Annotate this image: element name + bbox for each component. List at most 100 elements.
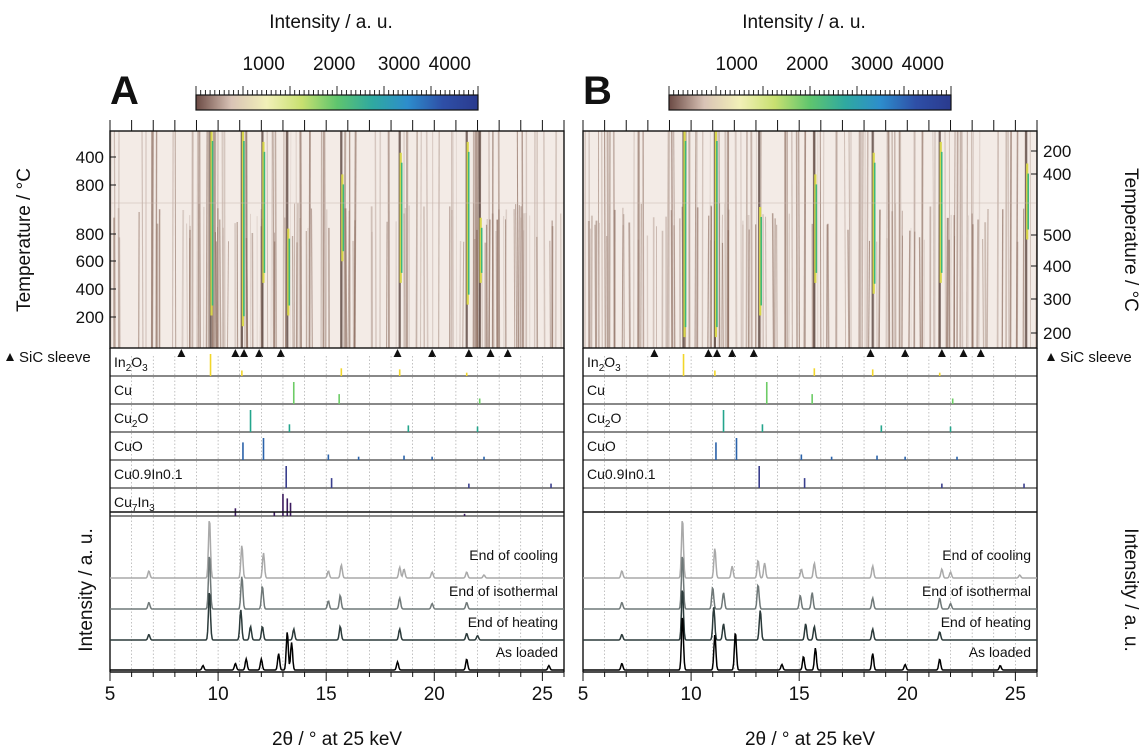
y-tick-label: 400 [76, 280, 104, 299]
heatmap-streak [321, 130, 324, 349]
phase-label: Cu0.9In0.1 [114, 466, 183, 482]
heatmap-streak [589, 228, 592, 349]
heatmap-streak [266, 130, 269, 349]
y-tick-label: 400 [1043, 257, 1071, 276]
heatmap-streak [425, 130, 429, 349]
sic-marker [393, 349, 402, 357]
phase-label: CuO [114, 438, 143, 454]
colorbar-tick-label: 3000 [378, 54, 420, 75]
pattern-y-axis-label: Intensity / a. u. [76, 528, 97, 652]
pattern-line [110, 632, 564, 671]
heatmap-streak [518, 205, 520, 349]
heatmap-streak [403, 213, 406, 349]
heatmap-streak [497, 130, 501, 349]
heatmap-streak [543, 130, 546, 349]
sic-marker [937, 349, 946, 357]
heatmap-streak [291, 236, 294, 349]
heatmap-streak [891, 130, 894, 349]
heatmap-streak [622, 214, 625, 349]
pattern-label: End of cooling [469, 547, 558, 563]
heatmap-streak [325, 209, 328, 349]
heatmap-streak [521, 130, 524, 349]
x-tick-label: 20 [897, 684, 918, 705]
colorbar [195, 94, 479, 111]
colorbar-tick-label: 4000 [429, 54, 471, 75]
y-tick-label: 300 [1043, 290, 1071, 309]
heatmap-streak [894, 203, 897, 349]
pattern-line [110, 520, 564, 579]
heatmap-streak [405, 130, 408, 349]
heatmap-streak [495, 230, 497, 349]
pattern-line [110, 556, 564, 610]
heatmap-streak [666, 130, 670, 349]
y-tick-label: 200 [76, 308, 104, 327]
heatmap-streak [415, 130, 418, 349]
heatmap-streak [825, 224, 829, 349]
phase-label: Cu2O [587, 410, 621, 430]
heatmap-streak [462, 241, 465, 349]
heatmap-streak [603, 130, 606, 349]
heatmap-streak [477, 130, 479, 349]
heatmap-streak [771, 213, 775, 349]
y-tick-label: 200 [1043, 324, 1071, 343]
phase-label: CuO [587, 438, 616, 454]
x-axis-label: 2θ / ° at 25 keV [272, 729, 402, 750]
heatmap-streak [721, 242, 724, 349]
heatmap-streak [227, 241, 229, 349]
y-tick-label: 200 [1043, 142, 1071, 161]
phase-label: In2O3 [114, 354, 148, 374]
phase-label: Cu [114, 382, 132, 398]
heatmap-streak [976, 219, 980, 349]
heatmap-streak [504, 219, 507, 349]
heatmap-streak [878, 209, 881, 349]
phase-label: In2O3 [587, 354, 621, 374]
heatmap-streak [451, 130, 455, 349]
colorbar-title: Intensity / a. u. [269, 12, 393, 33]
heatmap-frame [109, 130, 565, 349]
heatmap-streak [519, 217, 522, 349]
pattern-line [583, 556, 1037, 610]
heatmap-streak [885, 130, 888, 349]
heatmap-streak [621, 224, 624, 349]
heatmap-streak [272, 130, 275, 349]
heatmap-streak [844, 130, 846, 349]
heatmap-streak [344, 208, 348, 349]
heatmap-streak [459, 241, 462, 349]
pattern-label: End of isothermal [922, 583, 1031, 599]
heatmap-streak [862, 130, 864, 349]
sic-marker [240, 349, 249, 357]
heatmap-streak [485, 224, 488, 349]
heatmap-streak [724, 130, 728, 349]
sic-marker [704, 349, 713, 357]
heatmap-streak [900, 130, 903, 349]
sic-marker [255, 349, 264, 357]
heatmap-streak [270, 130, 273, 349]
heatmap-streak [986, 209, 989, 349]
heatmap-streak [734, 130, 738, 349]
heatmap-streak [908, 230, 911, 349]
heatmap-streak [932, 130, 935, 349]
heatmap-streak [694, 130, 697, 349]
sic-marker [866, 349, 875, 357]
heatmap-streak [978, 130, 981, 349]
heatmap-streak [347, 210, 350, 349]
x-tick-label: 10 [208, 684, 229, 705]
heatmap-streak [671, 130, 674, 349]
heatmap-streak [488, 219, 491, 349]
heatmap-streak [306, 227, 309, 349]
heatmap-streak [803, 130, 807, 349]
heatmap-streak [708, 130, 711, 349]
x-axis-label: 2θ / ° at 25 keV [745, 729, 875, 750]
heatmap-streak [868, 240, 871, 349]
heatmap-streak [282, 130, 285, 349]
x-tick-label: 5 [105, 684, 116, 705]
heatmap-streak [640, 203, 642, 349]
sic-marker [976, 349, 985, 357]
heatmap-streak [196, 130, 199, 349]
colorbar-tick-label: 1000 [716, 54, 758, 75]
heatmap-y-axis-label: Temperature / °C [1120, 168, 1141, 312]
heatmap-streak [284, 130, 287, 349]
heatmap-streak [673, 130, 676, 349]
heatmap-streak [866, 130, 869, 349]
